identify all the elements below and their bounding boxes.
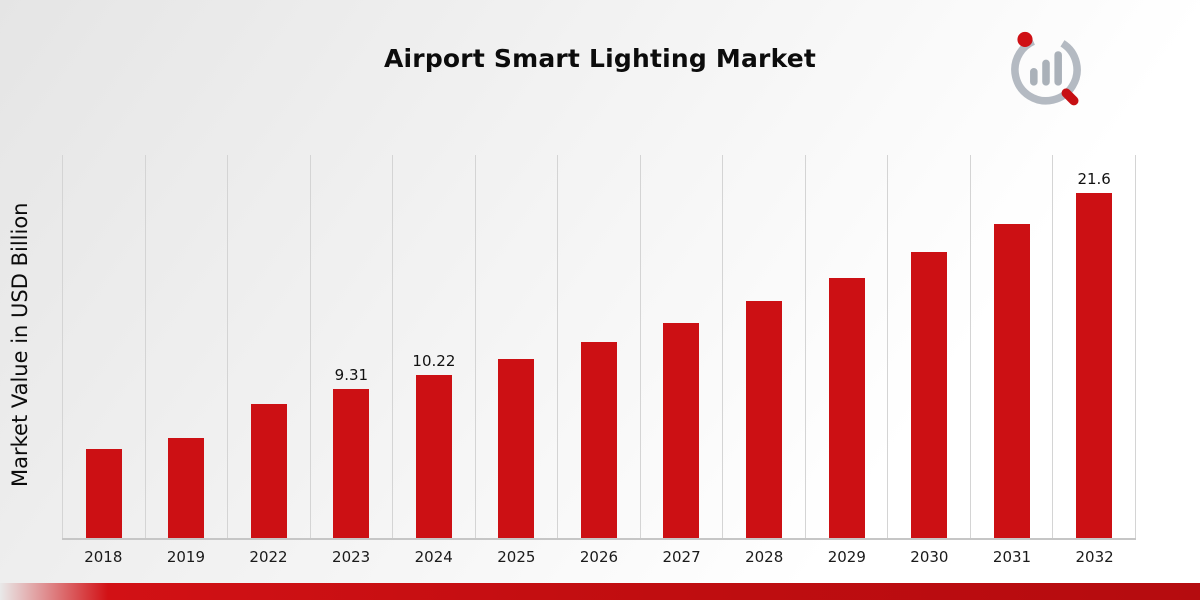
x-tick-label: 2030: [910, 548, 949, 566]
x-axis-labels: 2018 2019 2022 2023 2024 2025 2026 2027 2028 2029…: [62, 548, 1136, 566]
chart-column: [969, 155, 1053, 538]
chart-column: [227, 155, 310, 538]
chart-column: [722, 155, 805, 538]
bar-2023: [333, 389, 370, 538]
x-tick-label: 2023: [332, 548, 371, 566]
x-tick-label: 2019: [166, 548, 205, 566]
brand-logo: [1011, 31, 1081, 106]
x-tick-label: 2028: [745, 548, 784, 566]
chart-column: 10.22: [392, 155, 475, 538]
bar-2022: [250, 403, 287, 538]
bar-2025: [498, 359, 535, 538]
bar-2029: [828, 277, 865, 538]
x-tick-label: 2027: [662, 548, 701, 566]
x-tick-label: 2022: [249, 548, 288, 566]
x-tick-label: 2026: [579, 548, 619, 566]
x-tick-label: 2032: [1075, 548, 1114, 566]
bar-value-label: 9.31: [334, 366, 369, 385]
x-tick-label: 2029: [827, 548, 866, 566]
bar-2030: [911, 252, 948, 538]
x-tick-label: 2025: [497, 548, 536, 566]
chart-area: 9.31 10.22 21.6: [62, 155, 1136, 540]
bar-value-label: 10.22: [412, 351, 456, 370]
bar-2031: [993, 224, 1030, 538]
x-tick-label: 2018: [84, 548, 123, 566]
chart-column: [804, 155, 888, 538]
bar-2024: [415, 374, 452, 538]
bar-2028: [746, 301, 783, 538]
chart-column: [144, 155, 228, 538]
footer-stripe: [0, 583, 1200, 600]
bar-2027: [663, 322, 700, 538]
bar-2019: [168, 438, 205, 538]
chart-column: [474, 155, 558, 538]
chart-column: [557, 155, 640, 538]
plot-area: 9.31 10.22 21.6: [62, 155, 1136, 540]
bar-2018: [85, 448, 122, 538]
bar-value-label: 21.6: [1077, 170, 1111, 189]
bar-chart-magnifier-icon: [1011, 31, 1081, 106]
page-title: Airport Smart Lighting Market: [383, 44, 817, 73]
chart-column: 21.6: [1052, 155, 1136, 538]
chart-column: [639, 155, 723, 538]
bar-2032: [1076, 193, 1113, 538]
chart-column: [62, 155, 145, 538]
chart-column: [887, 155, 970, 538]
y-axis-title: Market Value in USD Billion: [8, 202, 32, 488]
chart-column: 9.31: [309, 155, 393, 538]
x-tick-label: 2024: [414, 548, 453, 566]
bar-2026: [580, 341, 617, 538]
x-tick-label: 2031: [992, 548, 1032, 566]
